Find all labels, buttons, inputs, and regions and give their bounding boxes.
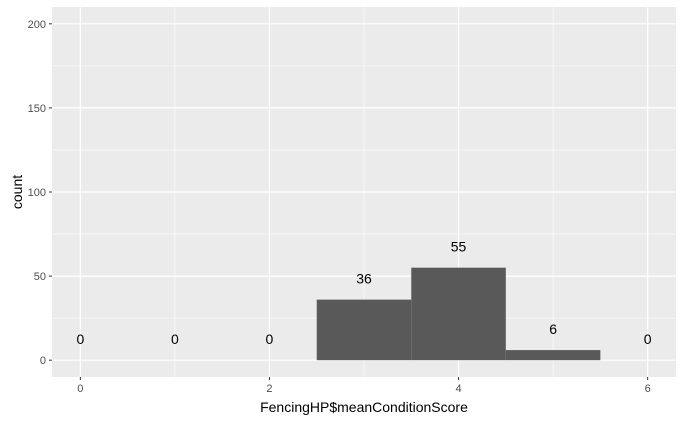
y-tick-label: 150	[28, 103, 46, 115]
x-axis-title: FencingHP$meanConditionScore	[260, 399, 468, 415]
x-tick-label: 6	[645, 383, 651, 395]
x-tick-label: 2	[266, 383, 272, 395]
y-axis: 0 50 100 150 200	[28, 19, 52, 367]
bar-count-label: 0	[171, 331, 179, 347]
x-tick-label: 4	[455, 383, 461, 395]
bar-labels: 0 0 0 36 55 6 0	[76, 239, 651, 348]
y-axis-title: count	[9, 175, 25, 209]
bar-count-label: 0	[76, 331, 84, 347]
bar-count-label: 36	[356, 271, 372, 287]
bar-count-label: 6	[549, 321, 557, 337]
y-tick-label: 100	[28, 187, 46, 199]
bars	[316, 267, 601, 361]
histogram-bar	[411, 267, 506, 361]
x-tick-label: 0	[77, 383, 83, 395]
y-tick-label: 0	[40, 355, 46, 367]
bar-count-label: 55	[451, 239, 467, 255]
x-axis: 0 2 4 6	[77, 377, 651, 395]
histogram-bar	[316, 299, 412, 361]
bar-count-label: 0	[266, 331, 274, 347]
bar-count-label: 0	[644, 331, 652, 347]
histogram-bar	[505, 350, 601, 361]
y-tick-label: 50	[34, 271, 46, 283]
y-tick-label: 200	[28, 19, 46, 31]
